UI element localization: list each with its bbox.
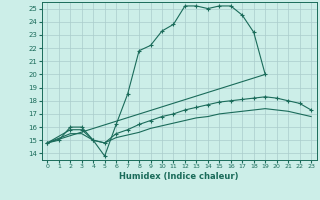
X-axis label: Humidex (Indice chaleur): Humidex (Indice chaleur) <box>119 172 239 181</box>
